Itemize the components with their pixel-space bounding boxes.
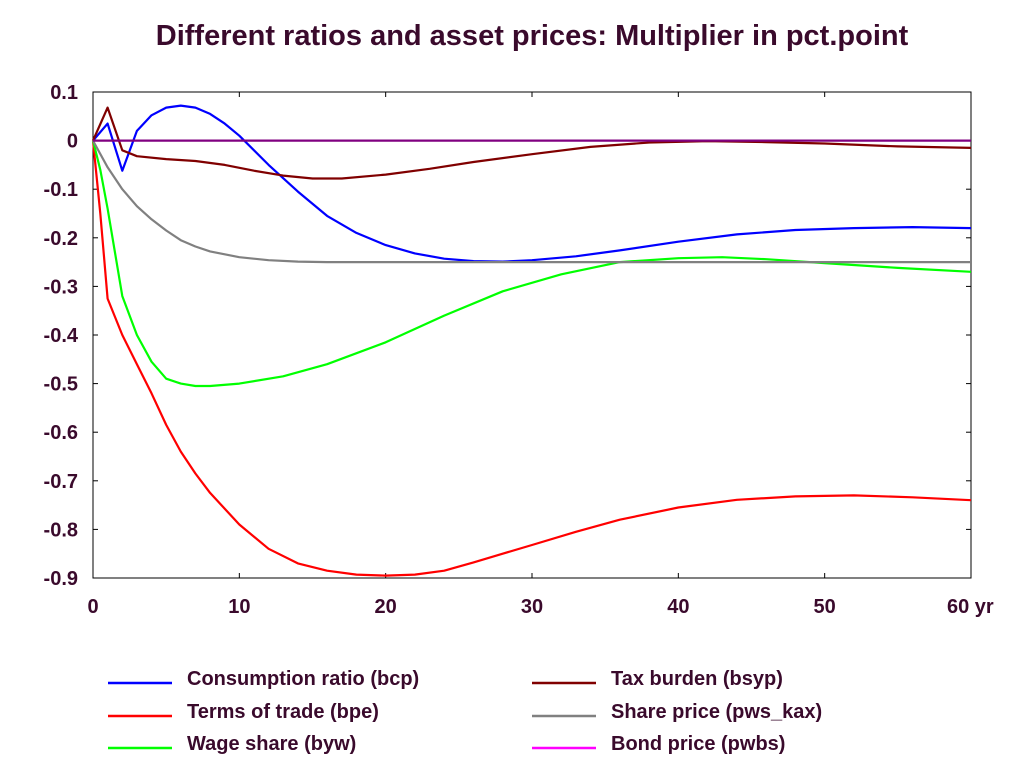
legend-label: Bond price (pwbs) bbox=[611, 733, 785, 755]
y-tick-label: -0.3 bbox=[44, 276, 78, 298]
x-tick-label: 10 bbox=[228, 596, 250, 618]
y-tick-label: -0.5 bbox=[44, 374, 78, 396]
legend-label: Consumption ratio (bcp) bbox=[187, 668, 419, 690]
legend-label: Share price (pws_kax) bbox=[611, 701, 822, 723]
y-tick-label: -0.1 bbox=[44, 179, 78, 201]
x-tick-label: 30 bbox=[521, 596, 543, 618]
y-tick-label: 0 bbox=[67, 131, 78, 153]
y-tick-label: 0.1 bbox=[50, 82, 78, 104]
tick-labels: 0.1 0 -0.1 -0.2 -0.3 -0.4 -0.5 -0.6 -0.7 -0.8 -0.9… bbox=[44, 82, 994, 618]
y-tick-label: -0.2 bbox=[44, 228, 78, 250]
x-tick-label: 50 bbox=[814, 596, 836, 618]
legend-label: Terms of trade (bpe) bbox=[187, 701, 379, 723]
chart-title: Different ratios and asset prices: Multi… bbox=[155, 20, 909, 52]
series-line-4 bbox=[92, 140, 971, 264]
y-tick-label: -0.4 bbox=[44, 325, 79, 347]
x-tick-label: 20 bbox=[375, 596, 397, 618]
series-line-2 bbox=[91, 140, 972, 388]
legend-label: Wage share (byw) bbox=[187, 733, 356, 755]
x-tick-label: 60 yr bbox=[947, 596, 994, 618]
series-line-3 bbox=[91, 106, 972, 180]
x-tick-label: 0 bbox=[87, 596, 98, 618]
x-tick-label: 40 bbox=[667, 596, 689, 618]
series-line-0 bbox=[92, 104, 972, 263]
legend-label: Tax burden (bsyp) bbox=[611, 668, 783, 690]
y-tick-label: -0.8 bbox=[44, 519, 78, 541]
y-tick-label: -0.7 bbox=[44, 471, 78, 493]
y-tick-label: -0.9 bbox=[44, 568, 78, 590]
legend: Consumption ratio (bcp) Terms of trade (b… bbox=[108, 668, 822, 755]
y-tick-label: -0.6 bbox=[44, 422, 78, 444]
series-line-1 bbox=[91, 140, 972, 577]
axis-ticks bbox=[92, 91, 972, 579]
series-lines bbox=[91, 104, 972, 577]
